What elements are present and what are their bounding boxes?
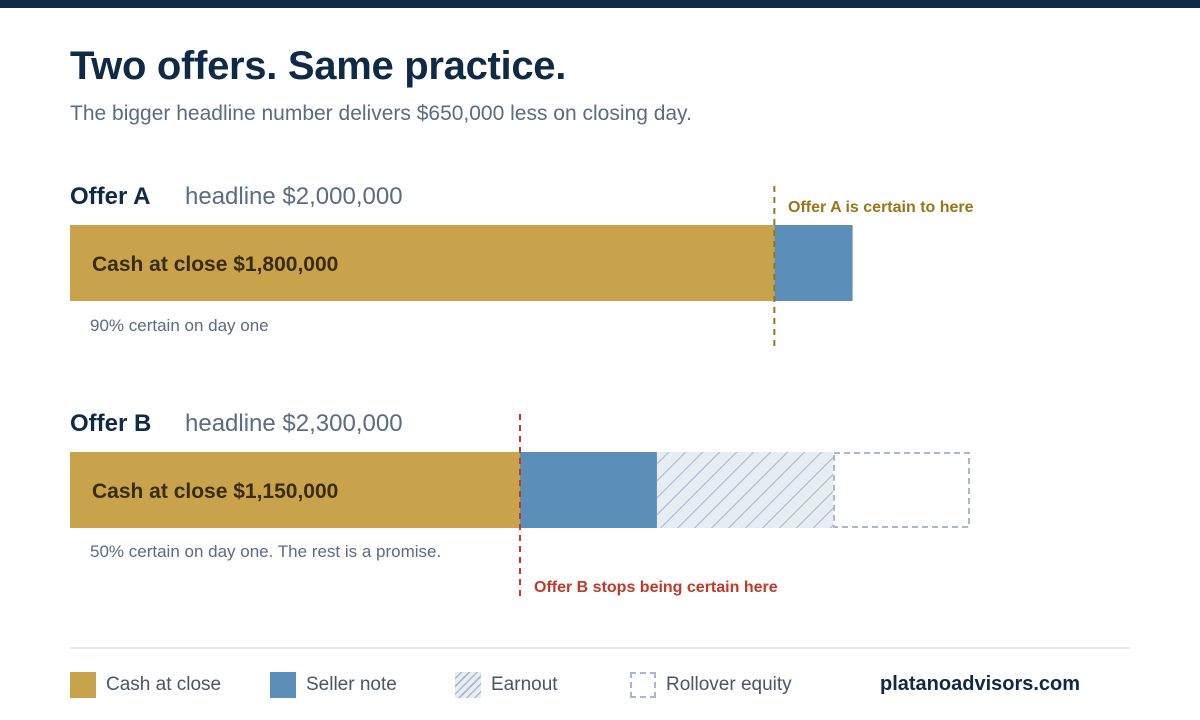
offer-b-seller-note-segment	[520, 452, 657, 528]
legend-item-earnout: Earnout	[455, 668, 558, 702]
legend-label: Cash at close	[106, 674, 222, 695]
legend-label: Earnout	[491, 674, 558, 695]
offer-b-cash-label: Cash at close $1,150,000	[92, 480, 338, 503]
offer-a-certainty-note: 90% certain on day one	[90, 316, 269, 335]
legend-label: Seller note	[306, 674, 397, 695]
chart-legend: Cash at close Seller note Earnout Rollov…	[0, 668, 1200, 702]
offer-b-cash-at-close-segment	[70, 452, 520, 528]
offer-a-seller-note-segment	[774, 225, 853, 301]
legend-item-cash: Cash at close	[70, 668, 221, 702]
offer-b-headline: headline $2,300,000	[185, 410, 403, 437]
page-subtitle: The bigger headline number delivers $650…	[70, 102, 692, 125]
legend-item-rollover: Rollover equity	[630, 668, 792, 702]
top-accent-bar	[0, 0, 1200, 8]
offer-a-marker-label: Offer A is certain to here	[788, 199, 974, 216]
page-title: Two offers. Same practice.	[70, 44, 567, 88]
offer-b-certainty-note: 50% certain on day one. The rest is a pr…	[90, 542, 442, 561]
offer-b-rollover-equity-segment	[833, 452, 970, 528]
legend-item-seller-note: Seller note	[270, 668, 397, 702]
offer-b-marker-label: Offer B stops being certain here	[534, 579, 778, 596]
brand-link[interactable]: platanoadvisors.com	[880, 673, 1081, 695]
legend-divider	[70, 647, 1130, 649]
offer-b-name: Offer B	[70, 410, 152, 437]
offer-a-headline: headline $2,000,000	[185, 183, 403, 210]
earnout-swatch	[455, 672, 481, 698]
seller-note-swatch	[270, 672, 296, 698]
cash-swatch	[70, 672, 96, 698]
offer-a-cash-at-close-segment	[70, 225, 775, 301]
offer-a-name: Offer A	[70, 183, 151, 210]
legend-label: Rollover equity	[666, 674, 792, 695]
rollover-swatch	[630, 672, 656, 698]
offer-a-cash-label: Cash at close $1,800,000	[92, 253, 338, 276]
offer-b-earnout-segment	[656, 452, 834, 528]
